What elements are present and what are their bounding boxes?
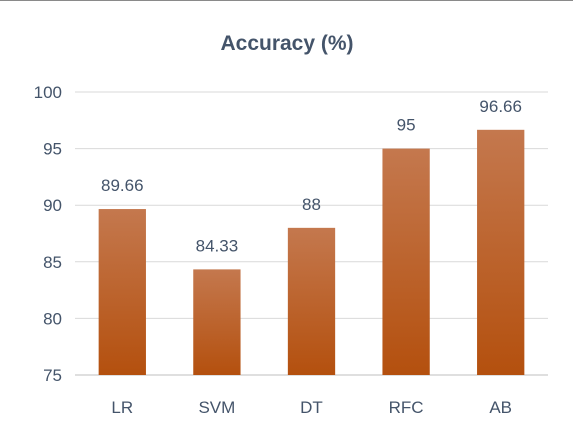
y-tick-label: 90 <box>43 196 62 215</box>
data-label-svm: 84.33 <box>196 236 239 255</box>
category-label-svm: SVM <box>198 398 235 417</box>
data-label-rfc: 95 <box>397 116 416 135</box>
bar-rfc <box>382 148 430 375</box>
data-label-dt: 88 <box>302 195 321 214</box>
y-axis-ticks: 75 80 85 90 95 100 <box>34 83 62 385</box>
category-label-lr: LR <box>111 398 133 417</box>
y-tick-label: 85 <box>43 253 62 272</box>
bar-ab <box>477 129 525 375</box>
bar-dt <box>287 227 336 375</box>
x-axis-categories: LR SVM DT RFC AB <box>111 398 512 417</box>
chart-title: Accuracy (%) <box>220 32 353 55</box>
y-tick-label: 100 <box>34 83 62 102</box>
category-label-ab: AB <box>489 398 512 417</box>
category-label-dt: DT <box>300 398 323 417</box>
y-tick-label: 80 <box>43 309 62 328</box>
data-label-lr: 89.66 <box>101 176 144 195</box>
y-tick-label: 75 <box>43 366 62 385</box>
bars <box>98 129 525 375</box>
data-label-ab: 96.66 <box>479 97 522 116</box>
y-tick-label: 95 <box>43 140 62 159</box>
data-labels: 89.66 84.33 88 95 96.66 <box>101 97 522 256</box>
bar-lr <box>98 209 146 375</box>
bar-svm <box>193 269 241 375</box>
category-label-rfc: RFC <box>389 398 424 417</box>
